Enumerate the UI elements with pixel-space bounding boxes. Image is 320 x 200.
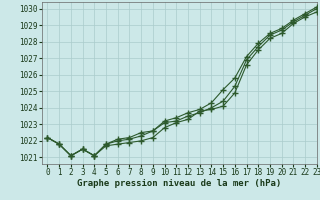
X-axis label: Graphe pression niveau de la mer (hPa): Graphe pression niveau de la mer (hPa) [77,179,281,188]
